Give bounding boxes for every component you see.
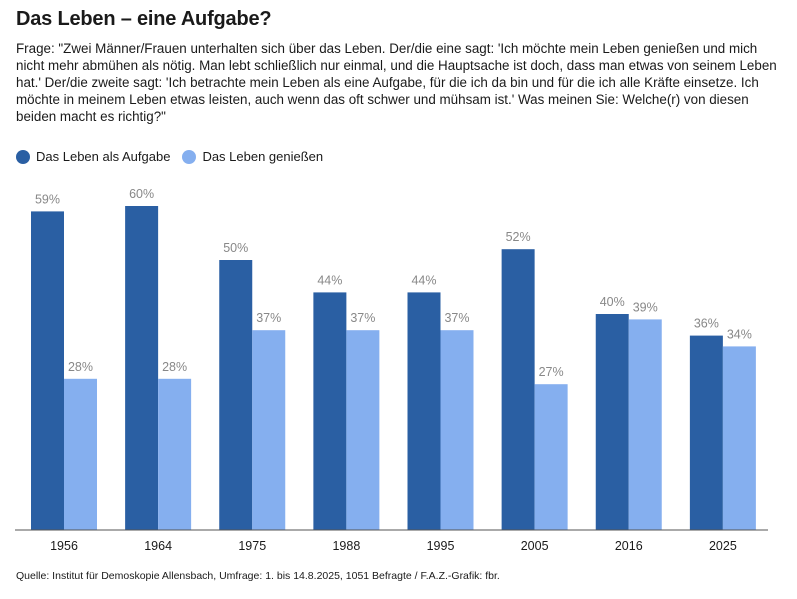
data-label-geniessen-2016: 39% <box>633 300 658 314</box>
x-tick-label-1956: 1956 <box>50 539 78 553</box>
data-label-aufgabe-1995: 44% <box>411 273 436 287</box>
data-label-geniessen-1956: 28% <box>68 360 93 374</box>
bar-aufgabe-1964 <box>125 206 159 530</box>
bar-aufgabe-2005 <box>501 249 535 530</box>
chart-question-text: Frage: "Zwei Männer/Frauen unterhalten s… <box>16 41 777 124</box>
source-note: Quelle: Institut für Demoskopie Allensba… <box>16 570 500 582</box>
x-tick-label-2016: 2016 <box>615 539 643 553</box>
legend-label-geniessen: Das Leben genießen <box>202 149 324 164</box>
bar-geniessen-1988 <box>346 330 380 530</box>
data-label-aufgabe-1988: 44% <box>317 273 342 287</box>
bar-aufgabe-1995 <box>407 292 441 530</box>
x-tick-label-1995: 1995 <box>427 539 455 553</box>
legend-swatch-aufgabe <box>16 149 30 164</box>
bar-aufgabe-1975 <box>219 260 253 530</box>
data-label-aufgabe-2025: 36% <box>694 317 719 331</box>
x-tick-label-1975: 1975 <box>238 539 266 553</box>
x-tick-label-2025: 2025 <box>709 539 737 553</box>
data-label-aufgabe-1975: 50% <box>223 241 248 255</box>
x-tick-label-1988: 1988 <box>332 539 360 553</box>
bar-aufgabe-2016 <box>595 314 629 530</box>
bar-geniessen-1995 <box>440 330 474 530</box>
bar-aufgabe-1956 <box>31 211 64 530</box>
bar-geniessen-2005 <box>534 384 568 530</box>
data-label-geniessen-1995: 37% <box>444 311 469 325</box>
data-label-aufgabe-1964: 60% <box>129 187 154 201</box>
bar-chart: 59% 28% 1956 60% 28% 1964 50% 37% 1975 44% 37% 1988… <box>15 187 768 553</box>
bar-geniessen-1975 <box>252 330 286 530</box>
data-label-geniessen-1975: 37% <box>256 311 281 325</box>
legend-label-aufgabe: Das Leben als Aufgabe <box>36 149 171 164</box>
chart-title: Das Leben – eine Aufgabe? <box>16 8 272 30</box>
data-label-geniessen-1988: 37% <box>350 311 375 325</box>
bar-aufgabe-2025 <box>689 335 723 530</box>
bar-geniessen-2016 <box>628 319 662 530</box>
data-label-geniessen-2005: 27% <box>539 365 564 379</box>
legend-swatch-geniessen <box>182 149 197 164</box>
bar-geniessen-2025 <box>722 346 756 530</box>
legend-item-aufgabe: Das Leben als Aufgabe <box>16 149 170 164</box>
data-label-aufgabe-2005: 52% <box>506 230 531 244</box>
data-label-aufgabe-1956: 59% <box>35 192 60 206</box>
data-label-geniessen-2025: 34% <box>727 327 752 341</box>
x-tick-label-1964: 1964 <box>144 539 172 553</box>
legend-item-geniessen: Das Leben genießen <box>182 149 323 164</box>
bar-geniessen-1964 <box>158 378 192 530</box>
bar-geniessen-1956 <box>64 378 97 530</box>
data-label-aufgabe-2016: 40% <box>600 295 625 309</box>
data-label-geniessen-1964: 28% <box>162 360 187 374</box>
x-tick-label-2005: 2005 <box>521 539 549 553</box>
legend: Das Leben als Aufgabe Das Leben genießen <box>16 149 323 164</box>
bar-aufgabe-1988 <box>313 292 347 530</box>
